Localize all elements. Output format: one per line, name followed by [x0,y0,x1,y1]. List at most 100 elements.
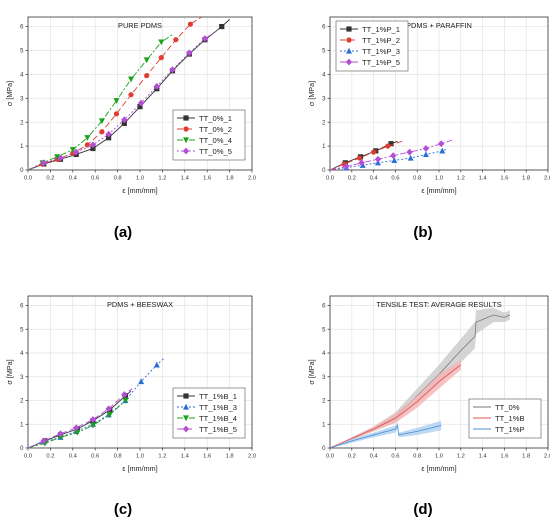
data-point-TT_1%B_3 [138,378,145,385]
y-axis-label: σ [MPa] [5,81,14,106]
legend-entry: TT_1%B [495,414,525,423]
series-line-TT_1%B_3 [27,357,165,449]
y-tick-label: 6 [322,25,326,31]
data-point-TT_0%_5 [121,116,128,124]
legend-entry: TT_1%P_5 [362,58,400,67]
legend-marker [183,403,189,410]
chart-panel-b: 0.0 0.2 0.4 0.6 0.8 1.0 1.2 1.4 1.6 1.8 2.0 0 1 2 3 4 5 6… [307,16,550,241]
legend-marker [183,115,189,121]
data-point-TT_1%B_4 [122,397,129,404]
chart-panel-a: 0.0 0.2 0.4 0.6 0.8 1.0 1.2 1.4 1.6 1.8 2.0 0 1 2 3 4 5 6… [5,16,256,241]
y-tick-label: 1 [20,422,24,428]
y-tick-label: 5 [20,49,24,55]
data-point-TT_0%_5 [201,35,209,42]
data-point-TT_1%P_3 [422,151,429,158]
data-point-TT_1%B_3 [153,361,160,368]
legend-entry: TT_0%_1 [199,114,232,123]
y-tick-label: 5 [322,49,326,55]
y-tick-label: 6 [322,304,326,310]
x-tick-label: 1.2 [457,176,465,182]
chart-panel-c: 0.0 0.2 0.4 0.6 0.8 1.0 1.2 1.4 1.6 1.8 2.0 0 1 2 3 4 5 6… [5,295,256,518]
legend: TT_1%B_1 TT_1%B_3 TT_1%B_4 TT_1%B_5 [172,387,246,439]
band-TT_1%B [330,360,461,448]
data-point-TT_0%_1 [137,104,143,110]
x-tick-label: 1.0 [136,454,144,460]
x-tick-label: 0.4 [69,176,78,182]
data-point-TT_0%_5 [186,49,193,57]
data-point-TT_1%B_5 [89,416,97,423]
x-axis-label: ε [mm/mm] [122,186,157,195]
legend-entry: TT_0%_4 [199,136,232,145]
data-point-TT_0%_4 [113,98,120,104]
x-tick-label: 0.4 [69,454,78,460]
data-point-TT_0%_4 [128,76,135,83]
data-point-TT_1%P_5 [343,163,350,170]
y-tick-label: 3 [322,375,326,381]
data-point-TT_1%B_5 [57,430,64,438]
y-tick-label: 0 [20,446,24,452]
y-tick-label: 1 [20,144,24,150]
y-axis-label: σ [MPa] [307,359,316,384]
band-TT_0% [330,307,510,448]
legend-entry: TT_0%_2 [199,125,232,134]
legend-entry: TT_1%B_4 [199,414,237,423]
data-point-TT_0%_1 [106,135,112,141]
band-TT_1%P [330,420,442,448]
y-tick-label: 2 [322,399,326,405]
data-point-TT_1%P_5 [422,145,430,152]
x-tick-label: 0.8 [413,454,421,460]
data-point-TT_0%_4 [84,135,91,141]
x-tick-label: 1.2 [158,454,166,460]
legend-marker [345,58,353,66]
data-point-TT_1%P_3 [439,147,446,154]
legend-marker [183,415,189,422]
data-point-TT_1%B_5 [40,437,47,445]
x-tick-label: 1.6 [203,176,211,182]
data-point-TT_0%_2 [173,37,179,43]
y-axis-label: σ [MPa] [5,359,14,384]
y-tick-label: 2 [20,120,24,126]
data-point-TT_0%_4 [143,57,150,64]
data-point-TT_1%B_5 [72,424,80,432]
data-point-TT_1%B_5 [105,405,112,413]
data-point-TT_0%_4 [158,39,165,46]
x-tick-label: 1.2 [457,454,465,460]
x-tick-label: 1.6 [500,454,508,460]
legend-marker [183,137,189,144]
x-axis-label: ε [mm/mm] [122,464,157,473]
series-line-TT_1%B_5 [27,388,133,449]
data-point-TT_1%P_3 [407,154,414,161]
y-tick-label: 2 [20,399,24,405]
y-tick-label: 3 [322,96,326,102]
series-line-TT_1%B_4 [27,397,130,449]
x-tick-label: 0.4 [370,176,379,182]
x-tick-label: 0.0 [24,454,32,460]
x-tick-label: 0.2 [348,176,356,182]
x-tick-label: 1.0 [435,176,443,182]
legend-marker [182,425,190,433]
x-tick-label: 2.0 [544,176,550,182]
x-tick-label: 1.0 [435,454,443,460]
legend-entry: TT_0% [495,403,520,412]
legend-marker [182,147,190,155]
legend-marker [183,126,189,132]
series-line-TT_1%P [329,424,442,449]
legend-marker [346,37,352,43]
series-line-TT_1%B [329,364,462,449]
chart-title: PURE PDMS [118,21,162,30]
x-tick-label: 0.8 [413,176,421,182]
data-point-TT_1%P_5 [406,148,413,156]
x-tick-label: 0.8 [114,176,122,182]
y-tick-label: 5 [20,327,24,333]
data-point-TT_0%_4 [54,154,61,161]
data-point-TT_0%_5 [153,82,160,90]
data-point-TT_0%_2 [113,111,120,117]
x-tick-label: 1.8 [226,176,234,182]
x-tick-label: 1.4 [479,454,488,460]
x-tick-label: 1.0 [136,176,144,182]
y-tick-label: 0 [20,168,24,174]
x-tick-label: 0.2 [46,176,54,182]
chart-title: PDMS + BEESWAX [107,300,173,309]
data-point-TT_0%_4 [98,118,105,125]
